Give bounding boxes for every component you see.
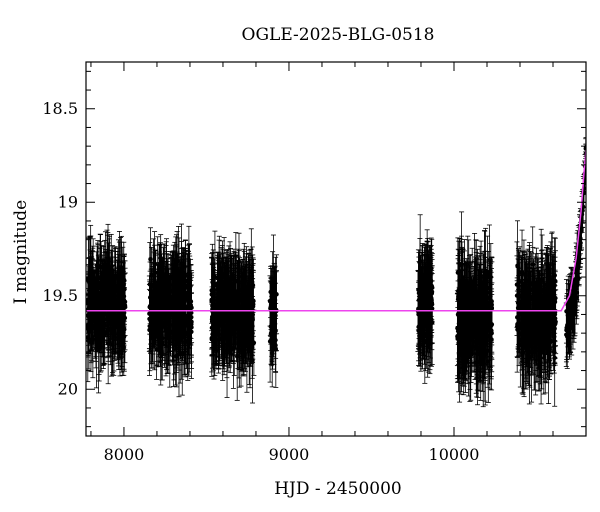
data-point-331 (148, 257, 153, 262)
data-point-325 (122, 327, 127, 332)
data-point-989 (223, 285, 229, 291)
data-point-780 (235, 354, 240, 359)
data-point-644 (175, 287, 180, 292)
data-point-648 (189, 325, 194, 330)
data-point-983 (239, 288, 244, 293)
data-point-1034 (269, 321, 274, 327)
data-point-283 (101, 321, 106, 326)
data-point-617 (168, 305, 173, 310)
data-point-1156 (429, 291, 435, 296)
data-point-632 (186, 271, 192, 276)
data-point-1164 (419, 298, 425, 304)
data-point-303 (115, 302, 120, 307)
data-point-635 (171, 313, 176, 318)
data-point-1155 (417, 329, 422, 334)
data-point-615 (176, 351, 182, 357)
data-point-302 (109, 275, 114, 280)
data-point-272 (86, 276, 91, 282)
data-point-944 (220, 290, 225, 295)
data-point-1154 (417, 259, 423, 264)
data-point-1135 (416, 287, 421, 293)
data-point-1032 (273, 291, 278, 296)
data-point-637 (174, 258, 180, 264)
data-point-620 (148, 302, 154, 307)
data-point-645 (174, 311, 180, 317)
data-point-1153 (426, 342, 432, 347)
data-point-985 (209, 335, 214, 341)
data-point-1019 (267, 339, 273, 344)
data-point-328 (105, 264, 111, 269)
data-point-646 (183, 291, 189, 297)
data-point-1151 (430, 285, 435, 290)
data-point-629 (171, 331, 177, 336)
data-point-320 (113, 314, 118, 320)
data-point-986 (231, 297, 237, 302)
data-point-327 (93, 306, 99, 311)
data-point-321 (87, 288, 92, 293)
data-point-958 (228, 332, 234, 337)
data-point-1150 (427, 300, 432, 305)
data-point-657 (151, 313, 156, 318)
data-point-984 (216, 278, 222, 283)
data-point-970 (250, 317, 255, 322)
data-point-286 (110, 342, 115, 347)
data-point-295 (105, 341, 111, 346)
data-point-324 (116, 265, 121, 270)
data-point-927 (250, 358, 255, 363)
data-point-323 (118, 313, 123, 319)
data-point-1022 (268, 289, 273, 295)
data-point-317 (122, 315, 128, 321)
data-point-977 (229, 290, 235, 295)
data-point-988 (235, 302, 240, 307)
data-point-968 (239, 321, 244, 326)
data-point-621 (186, 297, 191, 303)
data-point-972 (220, 335, 225, 340)
data-point-655 (179, 269, 184, 275)
data-point-1162 (424, 295, 429, 300)
data-point-659 (165, 288, 170, 293)
data-point-956 (217, 323, 222, 328)
data-point-1149 (427, 323, 433, 328)
data-point-653 (178, 297, 184, 302)
data-point-969 (247, 303, 252, 308)
data-point-658 (159, 303, 165, 308)
data-layer (86, 137, 586, 408)
data-point-316 (95, 283, 101, 288)
data-point-652 (162, 323, 167, 329)
chart-title: OGLE-2025-BLG-0518 (242, 25, 435, 45)
data-point-631 (152, 270, 157, 276)
data-point-960 (230, 321, 236, 327)
data-point-975 (226, 316, 231, 321)
data-point-965 (209, 297, 214, 303)
data-point-309 (109, 287, 115, 292)
data-point-656 (157, 290, 162, 295)
